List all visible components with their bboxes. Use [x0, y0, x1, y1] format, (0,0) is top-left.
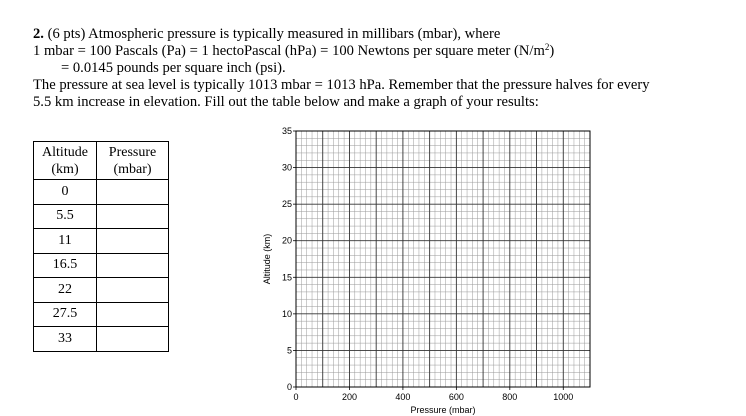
- question-line-4: The pressure at sea level is typically 1…: [33, 77, 650, 93]
- question-points: (6 pts): [47, 26, 86, 42]
- question-line-1-text: Atmospheric pressure is typically measur…: [88, 26, 501, 42]
- pressure-header: Pressure (mbar): [96, 141, 169, 180]
- y-tick-label: 25: [282, 199, 292, 209]
- question-line-3: = 0.0145 pounds per square inch (psi).: [61, 60, 286, 76]
- table-row: 33: [33, 326, 169, 352]
- y-tick-label: 35: [282, 126, 292, 136]
- altitude-cell: 27.5: [33, 301, 97, 327]
- altitude-header: Altitude (km): [33, 141, 97, 180]
- conversion-line: 1 mbar = 100 Pascals (Pa) = 1 hectoPasca…: [33, 43, 545, 59]
- x-tick-label: 800: [502, 392, 517, 402]
- conversion-line-end: ): [549, 43, 555, 59]
- table-row: 5.5: [33, 203, 169, 229]
- question-line-1: 2. (6 pts) Atmospheric pressure is typic…: [33, 26, 650, 43]
- y-tick-label: 20: [282, 236, 292, 246]
- pressure-cell[interactable]: [96, 179, 169, 205]
- table-row: 16.5: [33, 252, 169, 278]
- x-tick-label: 1000: [553, 392, 573, 402]
- table-row: 11: [33, 228, 169, 254]
- altitude-cell: 0: [33, 179, 97, 205]
- pressure-cell[interactable]: [96, 228, 169, 254]
- altitude-cell: 11: [33, 228, 97, 254]
- altitude-cell: 5.5: [33, 203, 97, 229]
- question-number: 2.: [33, 26, 44, 42]
- question-line-2: 1 mbar = 100 Pascals (Pa) = 1 hectoPasca…: [33, 43, 650, 60]
- altitude-cell: 22: [33, 277, 97, 303]
- x-tick-label: 400: [395, 392, 410, 402]
- y-tick-label: 0: [287, 382, 292, 392]
- altitude-cell: 16.5: [33, 252, 97, 278]
- table-row: 0: [33, 179, 169, 205]
- y-tick-label: 30: [282, 163, 292, 173]
- question-line-5: 5.5 km increase in elevation. Fill out t…: [33, 94, 539, 110]
- pressure-cell[interactable]: [96, 252, 169, 278]
- pressure-cell[interactable]: [96, 326, 169, 352]
- y-tick-label: 10: [282, 309, 292, 319]
- y-tick-label: 5: [287, 345, 292, 355]
- x-tick-label: 0: [293, 392, 298, 402]
- superscript-two: 2: [544, 42, 550, 52]
- altitude-pressure-table: Altitude (km) Pressure (mbar) 0 5.5 11 16.5 22…: [33, 141, 169, 352]
- plot-frame: [295, 130, 591, 388]
- x-tick-label: 200: [342, 392, 357, 402]
- table-row: 22: [33, 277, 169, 303]
- x-tick-label: 600: [449, 392, 464, 402]
- x-axis-label: Pressure (mbar): [410, 405, 475, 415]
- question-text: 2. (6 pts) Atmospheric pressure is typic…: [33, 26, 650, 111]
- y-tick-label: 15: [282, 272, 292, 282]
- y-axis-label: Altitude (km): [262, 234, 272, 285]
